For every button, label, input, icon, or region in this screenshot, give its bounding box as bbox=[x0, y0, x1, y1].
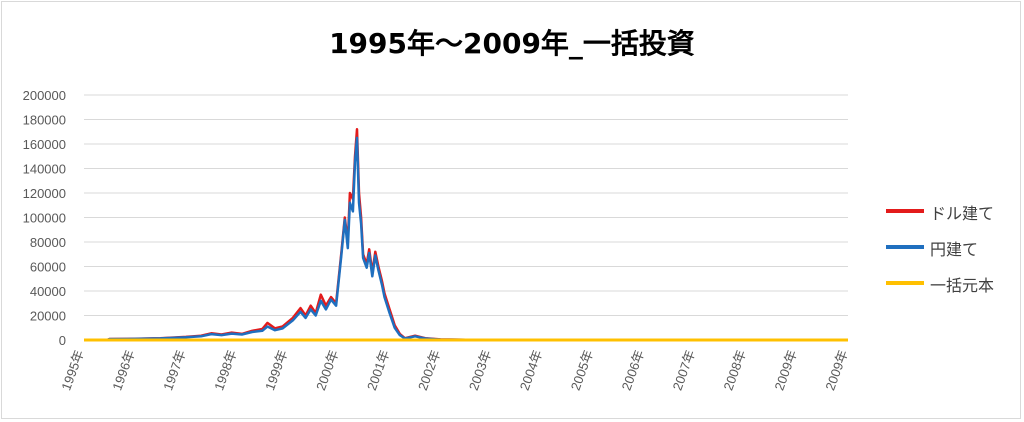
x-tick-label: 1998年 bbox=[211, 348, 239, 393]
y-tick-label: 20000 bbox=[30, 309, 66, 324]
x-tick-label: 2002年 bbox=[415, 348, 443, 393]
legend-item-yen: 円建て bbox=[886, 236, 1024, 259]
x-tick-label: 2007年 bbox=[670, 348, 698, 393]
y-tick-label: 100000 bbox=[23, 211, 66, 226]
legend-swatch-dollar bbox=[886, 209, 924, 213]
x-tick-label: 2005年 bbox=[568, 348, 596, 393]
legend-label-yen: 円建て bbox=[930, 240, 979, 259]
x-tick-label: 2008年 bbox=[721, 348, 749, 393]
x-tick-label: 2009年 bbox=[771, 348, 799, 393]
x-tick-label: 2000年 bbox=[313, 348, 341, 393]
y-tick-label: 140000 bbox=[23, 162, 66, 177]
y-tick-label: 40000 bbox=[30, 284, 66, 299]
y-tick-label: 0 bbox=[59, 333, 66, 348]
x-tick-label: 1997年 bbox=[160, 348, 188, 393]
gridlines bbox=[84, 94, 848, 316]
legend-label-principal: 一括元本 bbox=[930, 276, 995, 295]
series-lines bbox=[84, 128, 848, 342]
y-tick-label: 200000 bbox=[23, 88, 66, 103]
y-tick-label: 180000 bbox=[23, 113, 66, 128]
y-axis: 0 20000 40000 60000 80000 100000 120000 140000 1… bbox=[23, 88, 66, 348]
legend-item-principal: 一括元本 bbox=[886, 272, 1024, 295]
chart-title: 1995年～2009年_一括投資 bbox=[329, 27, 695, 60]
x-tick-label: 1999年 bbox=[262, 348, 290, 393]
y-tick-label: 160000 bbox=[23, 137, 66, 152]
legend-swatch-yen bbox=[886, 245, 924, 249]
legend-swatch-principal bbox=[886, 281, 924, 285]
x-tick-label: 2001年 bbox=[364, 348, 392, 393]
x-tick-label: 2003年 bbox=[466, 348, 494, 393]
x-tick-label: 2004年 bbox=[517, 348, 545, 393]
legend-label-dollar: ドル建て bbox=[930, 204, 995, 223]
x-axis: 1995年 1996年 1997年 1998年 1999年 2000年 2001年 2002年… bbox=[58, 339, 851, 393]
y-tick-label: 80000 bbox=[30, 235, 66, 250]
x-tick-label: 2009年 bbox=[822, 348, 850, 393]
x-tick-label: 1995年 bbox=[58, 348, 86, 393]
x-tick-label: 1996年 bbox=[109, 348, 137, 393]
series-line-yen bbox=[84, 136, 848, 342]
y-tick-label: 60000 bbox=[30, 260, 66, 275]
series-line-dollar bbox=[84, 128, 848, 342]
y-tick-label: 120000 bbox=[23, 186, 66, 201]
x-tick-label: 2006年 bbox=[619, 348, 647, 393]
legend-item-dollar: ドル建て bbox=[886, 200, 1024, 223]
